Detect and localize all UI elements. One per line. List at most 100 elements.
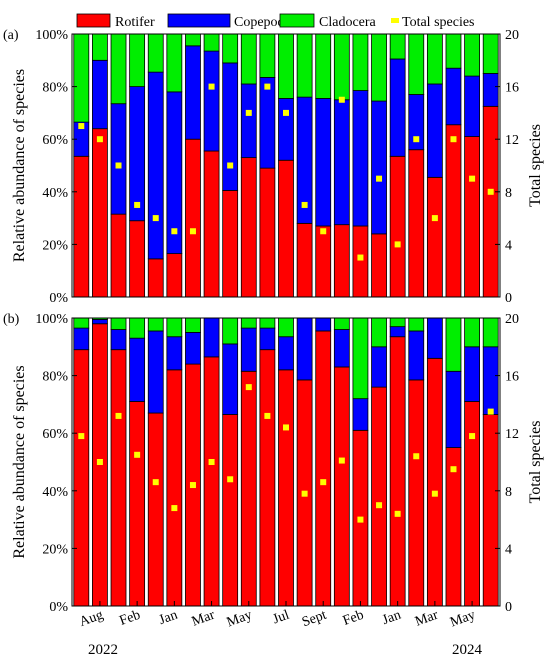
total-species-marker bbox=[227, 476, 234, 483]
y-tick-label: 20% bbox=[42, 542, 68, 557]
bar-cladocera bbox=[92, 33, 108, 61]
bar-copepoda bbox=[464, 75, 480, 137]
bar-cladocera bbox=[389, 317, 406, 328]
bar-copepoda bbox=[389, 58, 406, 157]
bar-cladocera bbox=[203, 33, 220, 52]
y-tick-label: 60% bbox=[42, 133, 68, 148]
bar-rotifer bbox=[315, 330, 332, 607]
total-species-marker bbox=[96, 136, 103, 143]
bar-rotifer bbox=[315, 225, 332, 298]
bar-rotifer bbox=[166, 369, 183, 607]
bar-copepoda bbox=[147, 71, 164, 260]
total-species-marker bbox=[245, 109, 252, 116]
bar-cladocera bbox=[408, 33, 425, 95]
bar-rotifer bbox=[73, 155, 90, 298]
bar-cladocera bbox=[445, 33, 462, 69]
bar-copepoda bbox=[315, 98, 332, 227]
bar-cladocera bbox=[352, 33, 369, 91]
total-species-marker bbox=[450, 466, 457, 473]
legend-swatch-cladocera bbox=[279, 13, 315, 28]
bar-cladocera bbox=[166, 33, 183, 93]
y-tick-label: 40% bbox=[42, 485, 68, 500]
y-axis-title: Relative abundance of species bbox=[11, 365, 28, 558]
bar-rotifer bbox=[333, 224, 350, 298]
bar-copepoda bbox=[445, 67, 462, 126]
bar-copepoda bbox=[333, 329, 350, 368]
bar-copepoda bbox=[482, 346, 499, 415]
bar-rotifer bbox=[464, 136, 480, 298]
bar-rotifer bbox=[482, 414, 499, 607]
total-species-marker bbox=[469, 175, 476, 182]
legend-label-cladocera: Cladocera bbox=[319, 15, 377, 30]
bar-copepoda bbox=[259, 77, 276, 169]
x-tick-label: Mar bbox=[413, 608, 440, 630]
bar-rotifer bbox=[482, 105, 499, 298]
bar-rotifer bbox=[73, 349, 90, 607]
total-species-marker bbox=[338, 457, 345, 464]
year-label-start: 2022 bbox=[88, 642, 118, 658]
bar-copepoda bbox=[222, 62, 239, 191]
bar-rotifer bbox=[464, 401, 480, 607]
bar-cladocera bbox=[278, 33, 294, 99]
legend-swatch-total bbox=[391, 18, 399, 23]
bar-rotifer bbox=[129, 220, 146, 298]
bar-cladocera bbox=[110, 33, 127, 105]
bar-copepoda bbox=[73, 327, 90, 351]
total-species-marker bbox=[115, 162, 122, 169]
y2-tick-label: 16 bbox=[505, 370, 519, 385]
bar-copepoda bbox=[240, 327, 257, 372]
bar-cladocera bbox=[352, 317, 369, 400]
bar-rotifer bbox=[408, 149, 425, 298]
total-species-marker bbox=[283, 109, 289, 116]
bar-rotifer bbox=[296, 222, 313, 298]
bar-cladocera bbox=[147, 33, 164, 73]
x-tick-label: Jul bbox=[271, 608, 292, 628]
x-tick-label: Jan bbox=[157, 608, 180, 628]
total-species-marker bbox=[115, 412, 122, 419]
bar-copepoda bbox=[240, 83, 257, 159]
y2-axis-title: Total species bbox=[527, 421, 544, 504]
bar-rotifer bbox=[426, 176, 443, 298]
bar-copepoda bbox=[482, 73, 499, 107]
bar-copepoda bbox=[445, 370, 462, 448]
y2-tick-label: 0 bbox=[505, 291, 512, 306]
bar-copepoda bbox=[352, 90, 369, 227]
bar-rotifer bbox=[240, 157, 257, 298]
total-species-marker bbox=[338, 96, 345, 103]
total-species-marker bbox=[171, 228, 178, 235]
total-species-marker bbox=[78, 123, 85, 130]
bar-rotifer bbox=[389, 155, 406, 298]
x-tick-label: Mar bbox=[190, 608, 217, 630]
bar-cladocera bbox=[445, 317, 462, 372]
bar-rotifer bbox=[185, 138, 201, 298]
bar-rotifer bbox=[203, 356, 220, 607]
x-tick-label: Jan bbox=[380, 608, 403, 628]
x-tick-label: Feb bbox=[341, 608, 366, 629]
y-tick-label: 80% bbox=[42, 81, 68, 96]
bar-cladocera bbox=[333, 317, 350, 330]
bar-cladocera bbox=[333, 33, 350, 101]
y-tick-label: 20% bbox=[42, 238, 68, 253]
y2-tick-label: 4 bbox=[505, 238, 512, 253]
bar-cladocera bbox=[240, 317, 257, 329]
y2-tick-label: 12 bbox=[505, 133, 519, 148]
bar-copepoda bbox=[333, 99, 350, 226]
y-tick-label: 80% bbox=[42, 370, 68, 385]
bar-cladocera bbox=[110, 317, 127, 330]
bar-copepoda bbox=[389, 326, 406, 338]
bar-copepoda bbox=[129, 86, 146, 222]
bar-rotifer bbox=[408, 379, 425, 607]
bar-cladocera bbox=[408, 317, 425, 332]
legend-swatch-rotifer bbox=[76, 13, 111, 28]
legend: Rotifer Copepoda Cladocera Total species bbox=[76, 13, 475, 30]
bar-copepoda bbox=[166, 336, 183, 371]
bar-rotifer bbox=[129, 401, 146, 607]
total-species-marker bbox=[227, 162, 234, 169]
bar-rotifer bbox=[259, 167, 276, 298]
bar-cladocera bbox=[482, 33, 499, 74]
panel-a: 0% 20% 40% 60% 80% 100% 0 4 8 12 16 20 (a) Relative a… bbox=[3, 28, 544, 306]
y-axis-title: Relative abundance of species bbox=[11, 69, 28, 262]
bar-copepoda bbox=[259, 327, 276, 351]
plot-frame bbox=[71, 33, 501, 298]
total-species-marker bbox=[171, 505, 178, 512]
